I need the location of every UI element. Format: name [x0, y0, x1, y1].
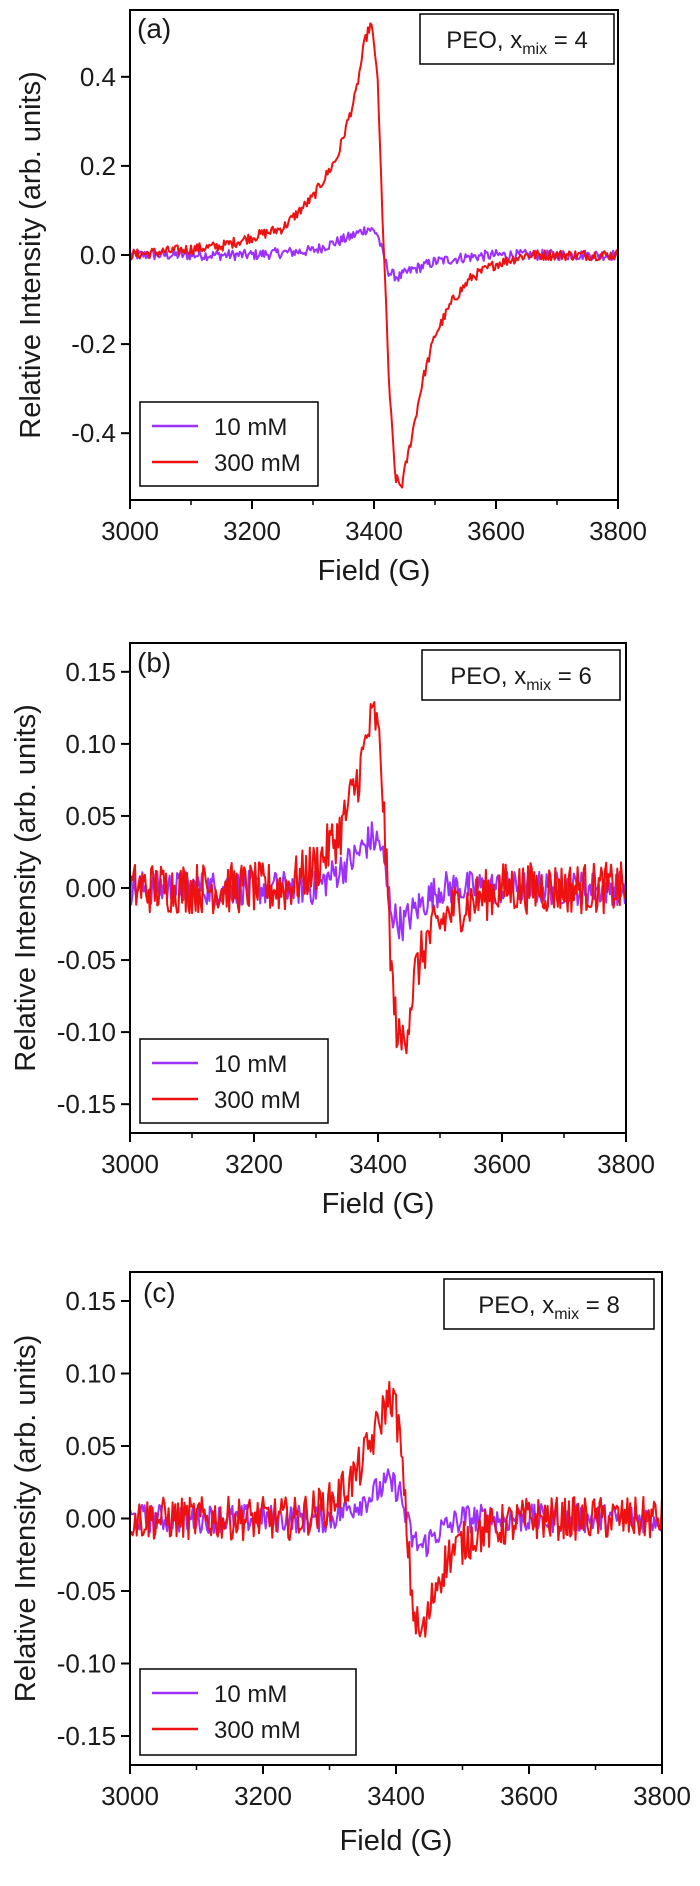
x-axis-label: Field (G): [340, 1825, 453, 1857]
annotation-text: PEO, xmix = 4: [446, 27, 588, 58]
panel-label: (c): [143, 1277, 176, 1308]
y-tick-label: 0.2: [80, 151, 116, 181]
legend-label: 10 mM: [214, 414, 287, 441]
y-tick-label: -0.2: [71, 329, 116, 359]
x-tick-label: 3600: [467, 516, 525, 546]
y-tick-label: -0.10: [57, 1017, 116, 1047]
x-tick-label: 3400: [367, 1781, 425, 1811]
y-tick-label: -0.4: [71, 418, 116, 448]
x-tick-label: 3000: [101, 516, 159, 546]
x-tick-label: 3800: [597, 1149, 655, 1179]
y-axis-label: Relative Intensity (arb. units): [10, 1335, 42, 1702]
panel-label: (a): [137, 13, 171, 44]
y-tick-label: 0.05: [65, 801, 116, 831]
series-line-300-mm: [130, 22, 618, 489]
y-axis-label: Relative Intensity (arb. units): [15, 71, 47, 438]
series-line-300-mm: [130, 701, 626, 1055]
y-tick-label: 0.15: [65, 657, 116, 687]
x-tick-label: 3200: [234, 1781, 292, 1811]
legend-label: 300 mM: [214, 1087, 301, 1114]
y-tick-label: -0.10: [57, 1649, 116, 1679]
annotation-box: [419, 13, 615, 65]
legend-label: 10 mM: [214, 1681, 287, 1708]
y-tick-label: -0.15: [57, 1089, 116, 1119]
y-tick-label: -0.05: [57, 1576, 116, 1606]
x-tick-label: 3800: [589, 516, 647, 546]
annotation-box: [443, 1278, 655, 1330]
series-line-300-mm: [130, 1380, 662, 1638]
legend-box: [139, 1038, 329, 1124]
y-tick-label: 0.4: [80, 62, 116, 92]
x-axis-label: Field (G): [322, 1188, 435, 1220]
x-tick-label: 3200: [223, 516, 281, 546]
legend-box: [139, 1668, 357, 1756]
y-tick-label: 0.15: [65, 1286, 116, 1316]
y-tick-label: -0.15: [57, 1721, 116, 1751]
legend-box: [139, 401, 319, 487]
chart-panel-2: 3000 3200 3400 3600 3800 -0.15 -0.10 -0.05 0.00 0…: [10, 642, 655, 1220]
y-axis-label: Relative Intensity (arb. units): [10, 704, 42, 1071]
series-line-10-mm: [130, 821, 626, 942]
series-line-10-mm: [130, 1468, 662, 1558]
chart-panel-1: 3000 3200 3400 3600 3800 -0.4 -0.2 0.0 0.2 0.4 Fie…: [15, 9, 647, 587]
y-tick-label: 0.0: [80, 240, 116, 270]
annotation-text: PEO, xmix = 6: [450, 663, 592, 694]
x-tick-label: 3800: [633, 1781, 691, 1811]
y-tick-label: 0.00: [65, 1504, 116, 1534]
y-tick-label: 0.10: [65, 1359, 116, 1389]
x-tick-label: 3200: [225, 1149, 283, 1179]
x-tick-label: 3600: [500, 1781, 558, 1811]
legend-label: 300 mM: [214, 450, 301, 477]
x-tick-label: 3000: [101, 1149, 159, 1179]
legend-label: 300 mM: [214, 1717, 301, 1744]
x-tick-label: 3000: [101, 1781, 159, 1811]
chart-panel-3: 3000 3200 3400 3600 3800 -0.15 -0.10 -0.05 0.00 0…: [10, 1271, 691, 1857]
x-tick-label: 3600: [473, 1149, 531, 1179]
y-tick-label: 0.10: [65, 729, 116, 759]
y-tick-label: 0.05: [65, 1431, 116, 1461]
annotation-box: [421, 649, 621, 701]
panel-label: (b): [137, 647, 171, 678]
x-tick-label: 3400: [349, 1149, 407, 1179]
y-tick-label: -0.05: [57, 945, 116, 975]
annotation-text: PEO, xmix = 8: [478, 1292, 620, 1323]
series-line-10-mm: [130, 226, 618, 282]
legend-label: 10 mM: [214, 1051, 287, 1078]
x-axis-label: Field (G): [318, 555, 431, 587]
x-tick-label: 3400: [345, 516, 403, 546]
y-tick-label: 0.00: [65, 873, 116, 903]
